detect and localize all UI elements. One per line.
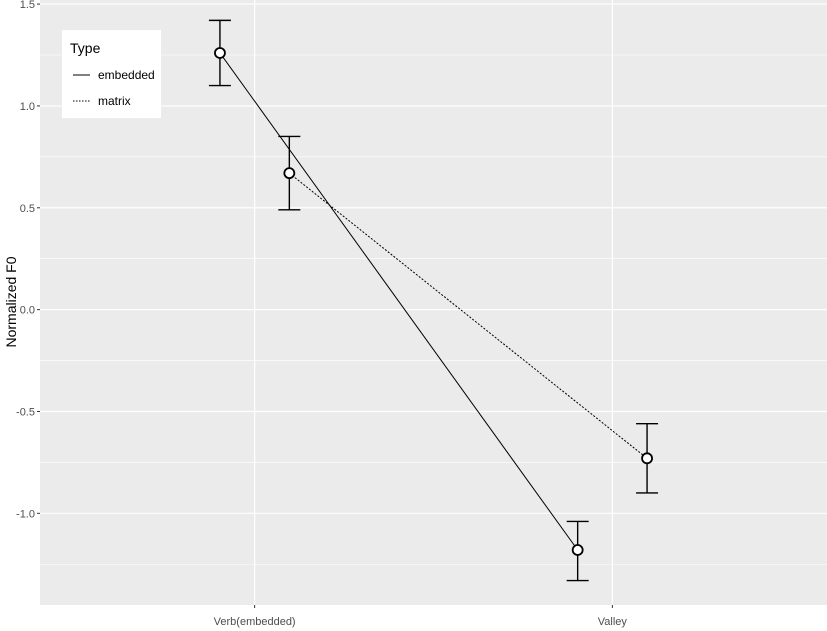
y-tick-label: -1.0	[16, 508, 35, 520]
x-tick-label: Valley	[598, 616, 628, 628]
y-axis-title: Normalized F0	[3, 256, 19, 347]
legend-title: Type	[70, 40, 101, 56]
data-point-matrix	[283, 167, 296, 180]
legend: Type embedded matrix	[62, 30, 161, 118]
data-point-matrix	[641, 452, 653, 465]
legend-label-embedded: embedded	[98, 68, 155, 82]
legend-label-matrix: matrix	[98, 94, 131, 108]
legend-box	[62, 30, 161, 118]
x-tick-label: Verb(embedded)	[214, 616, 296, 628]
major-gridlines	[40, 0, 827, 605]
y-tick-label: 0.5	[20, 203, 35, 215]
data-points	[214, 47, 653, 556]
series-line-matrix	[289, 172, 648, 459]
y-tick-label: 0.0	[20, 305, 35, 317]
y-tick-label: -0.5	[16, 406, 35, 418]
data-point-embedded	[214, 47, 226, 59]
x-axis-ticks: Verb(embedded) Valley	[214, 605, 628, 628]
plot-panel	[40, 0, 827, 605]
data-point-embedded	[571, 544, 584, 556]
minor-gridlines	[40, 54, 827, 565]
y-tick-label: 1.0	[20, 101, 35, 113]
y-axis-ticks: 1.5 1.0 0.5 0.0 -0.5 -1.0	[16, 0, 40, 520]
y-tick-label: 1.5	[20, 0, 35, 11]
